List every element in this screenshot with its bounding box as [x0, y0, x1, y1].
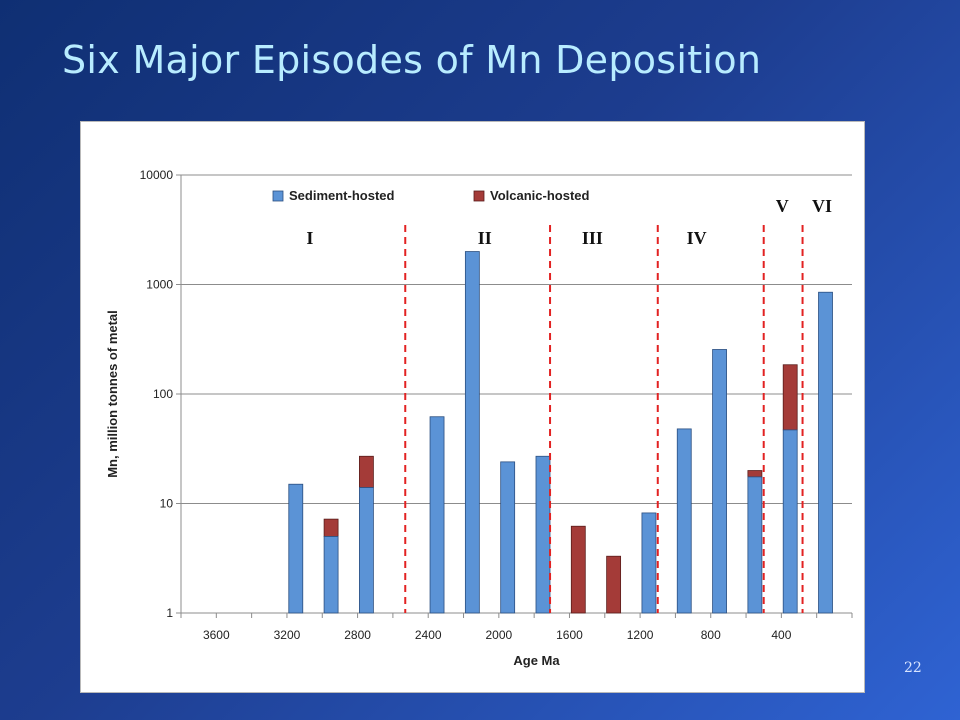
- bar-sediment-hosted: [712, 349, 727, 614]
- bar-volcanic-hosted: [323, 518, 339, 537]
- bar-sediment-hosted: [747, 476, 763, 614]
- x-tick-label: 3600: [203, 628, 230, 642]
- bar-sediment-hosted: [500, 461, 516, 614]
- bar-sediment-hosted: [288, 483, 304, 614]
- x-tick-label: 1200: [627, 628, 654, 642]
- x-tick-label: 2800: [344, 628, 371, 642]
- y-tick-label: 1000: [146, 278, 173, 292]
- bar-volcanic-hosted: [782, 364, 798, 431]
- episode-label: III: [582, 228, 603, 248]
- y-tick-label: 1: [166, 606, 173, 620]
- bar-sediment-hosted: [323, 536, 339, 614]
- page-number: 22: [904, 660, 922, 676]
- y-tick-label: 10: [160, 497, 174, 511]
- bar-volcanic-hosted: [359, 455, 374, 488]
- x-tick-label: 2000: [485, 628, 512, 642]
- episode-label: IV: [687, 228, 707, 248]
- bar-sediment-hosted: [782, 429, 798, 614]
- bar-volcanic-hosted: [606, 555, 622, 614]
- episode-label: I: [306, 228, 313, 248]
- bar-sediment-hosted: [676, 428, 692, 614]
- slide-title: Six Major Episodes of Mn Deposition: [62, 38, 762, 82]
- bar-sediment-hosted: [464, 251, 480, 614]
- y-tick-label: 100: [153, 387, 173, 401]
- episode-label: II: [478, 228, 492, 248]
- bar-sediment-hosted: [641, 512, 657, 614]
- bar-sediment-hosted: [359, 487, 374, 614]
- legend-label-sediment-hosted: Sediment-hosted: [289, 188, 395, 203]
- x-tick-label: 800: [701, 628, 721, 642]
- chart-svg: 1 10 100 1000 10000 3600 3200 2800 2400 2000 1600 1…: [105, 168, 853, 668]
- bar-volcanic-hosted: [570, 525, 586, 614]
- bar-sediment-hosted: [429, 416, 445, 614]
- episode-label: VI: [812, 196, 832, 216]
- x-tick-label: 3200: [274, 628, 301, 642]
- legend-label-volcanic-hosted: Volcanic-hosted: [490, 188, 590, 203]
- x-tick-label: 400: [771, 628, 791, 642]
- bar-sediment-hosted: [535, 455, 551, 614]
- chart-frame: 1 10 100 1000 10000 3600 3200 2800 2400 2000 1600 1…: [80, 121, 865, 693]
- legend-swatch-sediment-hosted: [272, 190, 284, 202]
- x-tick-label: 2400: [415, 628, 442, 642]
- bar-sediment-hosted: [818, 291, 833, 614]
- bar-volcanic-hosted: [747, 470, 763, 478]
- episode-label: V: [776, 196, 789, 216]
- x-tick-label: 1600: [556, 628, 583, 642]
- y-tick-label: 10000: [140, 168, 174, 182]
- legend-swatch-volcanic-hosted: [473, 190, 485, 202]
- y-axis-title: Mn, million tonnes of metal: [105, 310, 120, 478]
- x-axis-title: Age Ma: [513, 653, 560, 668]
